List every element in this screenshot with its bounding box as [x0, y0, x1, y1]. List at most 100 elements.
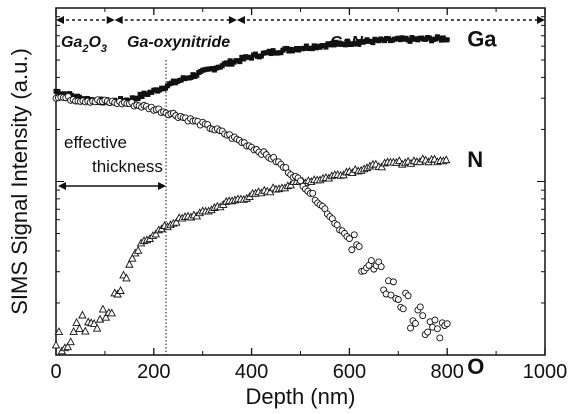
arrow-head-left	[114, 16, 123, 24]
data-point	[258, 53, 264, 59]
y-axis-label: SIMS Signal Intensity (a.u.)	[7, 48, 32, 315]
data-point	[441, 155, 451, 164]
data-point	[63, 342, 72, 351]
data-point	[377, 162, 386, 171]
data-point	[227, 58, 233, 64]
data-point	[419, 312, 427, 320]
data-point	[75, 323, 84, 332]
x-tick-label: 800	[431, 361, 464, 383]
data-point	[348, 246, 356, 254]
data-point	[323, 44, 329, 50]
data-point	[424, 328, 432, 336]
data-point	[128, 253, 137, 262]
data-point	[331, 42, 337, 48]
series-label-ga: Ga	[467, 27, 497, 52]
data-point	[81, 326, 90, 335]
x-tick-label: 200	[137, 361, 170, 383]
data-point	[116, 286, 125, 294]
arrow-head-left	[236, 16, 245, 24]
data-point	[350, 231, 358, 239]
data-point	[436, 334, 444, 342]
data-point	[354, 41, 360, 47]
effective-thickness-arrow	[58, 182, 167, 190]
arrow-head-right	[537, 16, 545, 24]
data-point	[427, 35, 433, 41]
data-point	[249, 55, 255, 61]
series-ga: Ga	[53, 27, 497, 106]
x-tick-label: 600	[333, 361, 366, 383]
data-point	[377, 263, 385, 271]
x-tick-label: 1000	[523, 361, 568, 383]
x-axis-label: Depth (nm)	[245, 384, 355, 409]
data-point	[76, 94, 82, 100]
data-point	[431, 316, 439, 324]
data-point	[443, 320, 451, 328]
data-point	[122, 273, 131, 282]
data-point	[309, 46, 315, 52]
data-point	[394, 296, 402, 303]
data-point	[404, 292, 412, 300]
data-point	[133, 245, 143, 254]
data-point	[367, 257, 375, 264]
x-tick-label: 400	[235, 361, 268, 383]
data-point	[72, 317, 81, 326]
data-point	[411, 320, 419, 327]
data-point	[309, 189, 317, 197]
axes: Depth (nm) SIMS Signal Intensity (a.u.)	[7, 48, 356, 409]
data-point	[416, 303, 424, 311]
data-point	[188, 74, 194, 80]
arrow-head-right	[158, 182, 167, 190]
data-point	[51, 340, 61, 349]
data-point	[433, 325, 441, 333]
annotation-line-2: thickness	[92, 157, 163, 176]
data-point	[125, 259, 134, 268]
data-point	[344, 38, 350, 44]
data-point	[139, 94, 145, 100]
data-point	[66, 337, 75, 346]
data-point	[444, 37, 450, 43]
data-point	[225, 61, 231, 67]
data-point	[194, 72, 200, 78]
plot-area: 0 200 400 600 800 1000	[50, 7, 568, 383]
data-point	[54, 327, 64, 336]
region-arrow	[56, 16, 115, 24]
data-point	[370, 40, 376, 46]
data-point	[237, 59, 243, 65]
data-point	[265, 187, 275, 196]
series-o: O	[52, 92, 484, 379]
data-point	[78, 310, 87, 319]
data-point	[389, 278, 397, 286]
series-label-o: O	[467, 354, 484, 379]
x-tick-label: 0	[50, 361, 61, 383]
data-point	[101, 312, 111, 321]
data-point	[92, 323, 102, 332]
data-point	[268, 51, 274, 57]
region-label-oxynitride: Ga-oxynitride	[127, 34, 230, 51]
data-point	[69, 326, 78, 335]
region-arrow	[236, 16, 545, 24]
data-point	[95, 314, 105, 323]
data-point	[399, 305, 407, 313]
region-label-ga2o3: Ga2O3	[61, 34, 107, 55]
data-point	[89, 318, 99, 327]
data-point	[284, 45, 290, 51]
data-point	[135, 96, 141, 102]
series-label-n: N	[467, 147, 483, 172]
arrow-head-left	[56, 16, 64, 24]
data-point	[98, 304, 108, 313]
region-arrow	[114, 16, 237, 24]
series-n: N	[51, 147, 483, 355]
arrow-head-left	[58, 182, 66, 190]
data-point	[151, 229, 161, 238]
data-point	[387, 291, 395, 299]
data-point	[107, 308, 116, 317]
data-point	[297, 177, 304, 185]
annotation-line-1: effective	[64, 133, 127, 152]
data-point	[303, 43, 309, 49]
data-point	[407, 38, 413, 44]
data-point	[355, 243, 363, 251]
region-label-gan: GaN	[330, 34, 363, 51]
